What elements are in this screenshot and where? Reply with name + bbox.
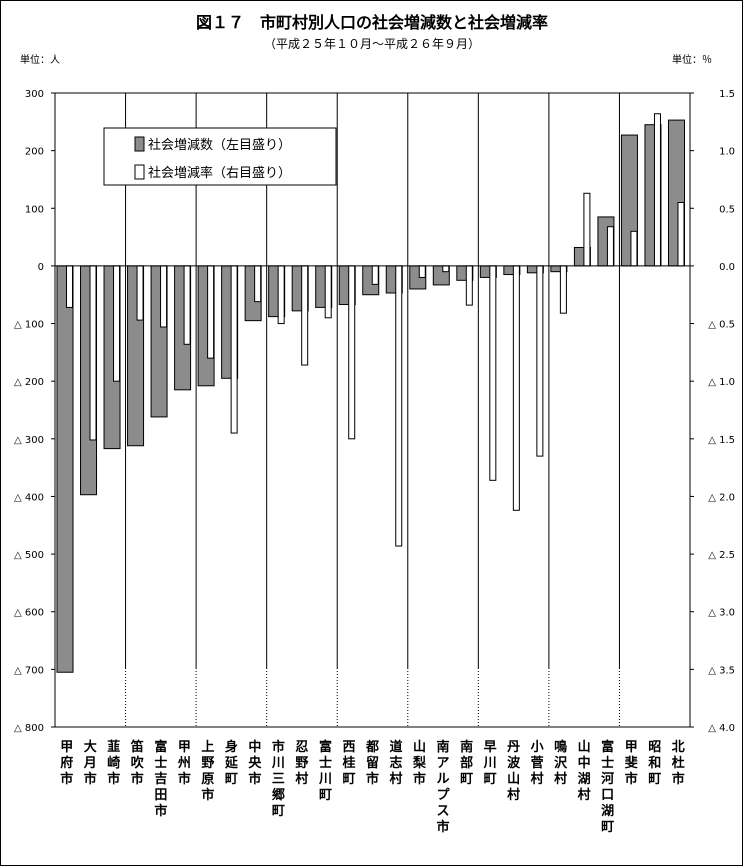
left-unit-label: 単位：人: [20, 53, 60, 66]
bar-rate: [465, 265, 473, 306]
bar-rate: [653, 113, 661, 267]
left-tick-label: 300: [25, 89, 44, 100]
category-label: 山中湖村: [578, 739, 591, 803]
right-tick-label: 0.5: [719, 204, 735, 215]
bar-rate: [489, 265, 497, 481]
left-tick-label: 100: [25, 204, 44, 215]
plot-border: [54, 92, 691, 728]
bar-rate: [254, 265, 262, 303]
category-label: 昭和町: [648, 740, 661, 787]
right-tick-label: △ 4.0: [708, 723, 735, 734]
left-tick-label: △ 600: [14, 608, 44, 619]
category-label: 甲府市: [60, 740, 73, 787]
left-tick-label: 200: [25, 147, 44, 158]
bar-rate: [348, 265, 356, 440]
right-tick-label: △ 0.5: [708, 320, 735, 331]
category-label: 南部町: [460, 739, 473, 787]
left-tick-label: △ 100: [14, 320, 44, 331]
bar-rate: [371, 265, 379, 285]
bars-layer: [56, 113, 685, 673]
bar-rate: [136, 265, 144, 321]
category-label: 富士河口湖町: [601, 739, 614, 835]
right-tick-label: 1.5: [719, 89, 735, 100]
legend-label-count: 社会増減数（左目盛り）: [148, 137, 291, 153]
category-label: 小菅村: [531, 740, 544, 787]
left-tick-label: △ 200: [14, 377, 44, 388]
category-label: 早川町: [483, 740, 497, 787]
category-label: 市川三郷町: [271, 739, 285, 819]
bar-rate: [559, 265, 567, 314]
bar-rate: [66, 265, 73, 308]
category-label: 韮崎市: [107, 739, 120, 787]
category-label: 中央市: [248, 739, 262, 787]
bar-rate: [536, 265, 544, 457]
legend: 社会増減数（左目盛り） 社会増減率（右目盛り）: [103, 127, 337, 186]
category-label: 山梨市: [412, 739, 427, 787]
grid-lines: [125, 93, 620, 727]
category-label: 富士川町: [318, 739, 332, 803]
category-label: 身延町: [224, 739, 239, 787]
legend-label-rate: 社会増減率（右目盛り）: [148, 165, 291, 181]
right-tick-label: △ 2.0: [708, 492, 735, 503]
bar-rate: [207, 265, 215, 359]
bar-rate: [277, 265, 285, 325]
right-tick-label: △ 2.5: [708, 550, 735, 561]
left-tick-label: △ 800: [14, 723, 44, 734]
category-label: 甲州市: [177, 740, 191, 787]
left-tick-label: △ 400: [14, 492, 44, 503]
category-label: 西桂町: [341, 740, 355, 787]
right-tick-label: △ 1.5: [708, 435, 735, 446]
left-tick-label: △ 300: [14, 435, 44, 446]
category-label: 道志村: [390, 739, 403, 787]
left-tick-label: △ 700: [14, 665, 44, 676]
left-tick-label: △ 500: [14, 550, 44, 561]
right-tick-label: △ 1.0: [708, 377, 735, 388]
right-tick-label: △ 3.0: [708, 608, 735, 619]
bar-rate: [230, 265, 238, 434]
category-label: 都留市: [365, 739, 379, 787]
bar-rate: [583, 192, 591, 267]
category-label: 鳴沢村: [554, 739, 568, 787]
bar-rate: [160, 265, 168, 328]
category-label: 富士吉田市: [154, 739, 167, 819]
category-label: 南アルプス市: [437, 739, 451, 835]
category-label: 丹波山村: [507, 740, 521, 803]
right-tick-label: 1.0: [719, 147, 735, 158]
bar-rate: [89, 265, 97, 441]
bar-rate: [301, 265, 309, 366]
bar-rate: [395, 265, 403, 547]
right-tick-label: △ 3.5: [708, 665, 735, 676]
category-label: 北杜市: [672, 740, 685, 787]
bar-rate: [324, 265, 332, 319]
bar-rate: [113, 265, 121, 382]
category-labels: 甲府市大月市韮崎市笛吹市富士吉田市甲州市上野原市身延町中央市市川三郷町忍野村富士…: [60, 739, 684, 835]
category-label: 上野原市: [201, 740, 214, 803]
bar-rate: [442, 265, 450, 273]
chart-subtitle: （平成２５年１０月～平成２６年９月）: [264, 37, 480, 51]
bar-rate: [677, 202, 685, 267]
bar-rate: [606, 226, 614, 267]
chart-title: 図１７ 市町村別人口の社会増減数と社会増減率: [196, 13, 548, 32]
legend-swatch-count: [134, 136, 145, 152]
right-unit-label: 単位：％: [672, 53, 712, 66]
category-label: 忍野村: [295, 740, 308, 787]
bar-rate: [183, 265, 191, 345]
bar-rate: [418, 265, 426, 278]
axes-layer: 300 200 100 0 △ 100 △ 200 △ 300 △ 400 △ 500 △ 600…: [14, 89, 735, 734]
bar-count: [56, 265, 74, 673]
bar-rate: [512, 265, 520, 511]
bar-rate: [630, 230, 638, 267]
category-label: 甲斐市: [624, 740, 639, 787]
category-label: 笛吹市: [130, 739, 144, 787]
left-tick-label: 0: [38, 262, 44, 273]
right-tick-label: 0.0: [719, 262, 735, 273]
category-label: 大月市: [83, 739, 97, 787]
legend-swatch-rate: [134, 164, 145, 180]
